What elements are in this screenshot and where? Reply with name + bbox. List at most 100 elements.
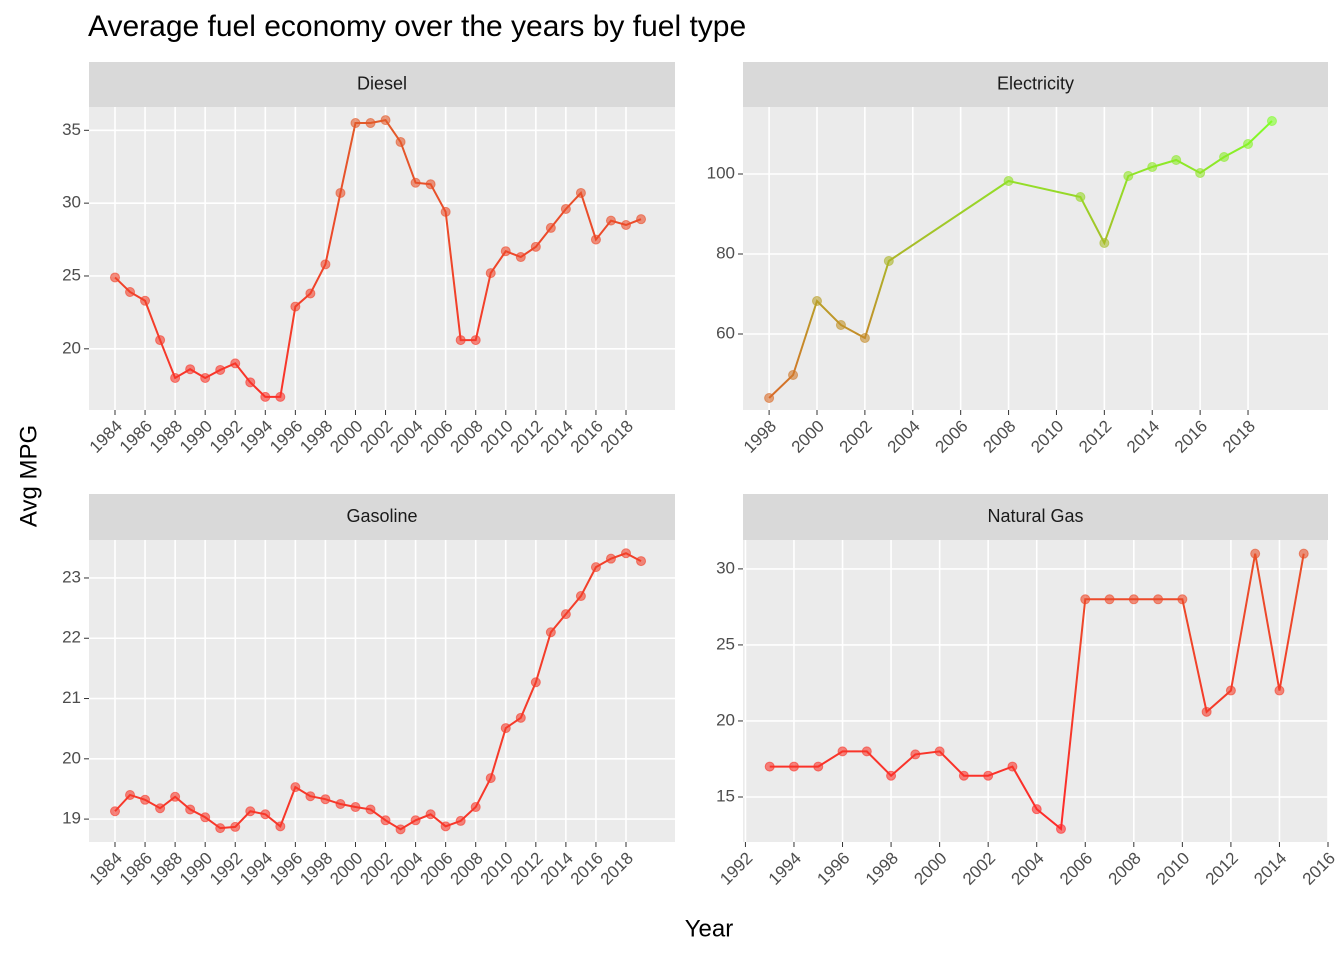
data-point: [215, 823, 226, 834]
y-tick-label: 22: [62, 628, 81, 647]
data-point: [1195, 168, 1206, 178]
data-point: [410, 815, 421, 826]
x-tick-label: 2014: [537, 417, 577, 457]
data-point: [200, 812, 211, 823]
data-point: [440, 206, 451, 217]
data-point: [545, 627, 556, 638]
chart-title: Average fuel economy over the years by f…: [88, 10, 746, 43]
data-point: [1099, 238, 1110, 248]
x-tick-label: 2008: [447, 417, 487, 457]
data-point: [1219, 152, 1230, 162]
data-point: [380, 115, 391, 126]
data-point: [560, 203, 571, 214]
data-point: [605, 553, 616, 564]
x-tick-label: 2014: [1123, 417, 1163, 457]
data-point: [410, 177, 421, 188]
x-tick-label: 2002: [356, 849, 396, 889]
data-point: [305, 791, 316, 802]
x-tick-label: 2018: [1219, 417, 1259, 457]
data-point: [621, 548, 632, 559]
x-tick-label: 2004: [386, 849, 426, 889]
x-tick-label: 2018: [597, 849, 637, 889]
data-point: [335, 187, 346, 198]
data-point: [530, 241, 541, 252]
y-tick-label: 20: [716, 710, 735, 729]
y-tick-label: 60: [716, 323, 735, 342]
data-point: [455, 815, 466, 826]
panel-title: Diesel: [357, 73, 407, 93]
data-point: [170, 791, 181, 802]
data-point: [215, 364, 226, 375]
x-tick-label: 1986: [116, 417, 156, 457]
data-point: [290, 301, 301, 312]
data-point: [320, 259, 331, 270]
data-point: [1031, 804, 1042, 815]
data-point: [485, 773, 496, 784]
data-point: [1104, 594, 1115, 605]
data-point: [470, 335, 481, 346]
x-tick-label: 1994: [236, 849, 276, 889]
x-tick-label: 2000: [326, 849, 366, 889]
data-point: [425, 809, 436, 820]
y-tick-label: 35: [62, 120, 81, 139]
x-tick-label: 2004: [884, 417, 924, 457]
data-point: [813, 761, 824, 772]
data-point: [811, 296, 822, 306]
y-tick-label: 80: [716, 243, 735, 262]
data-point: [515, 712, 526, 723]
data-point: [275, 821, 286, 832]
y-tick-label: 19: [62, 809, 81, 828]
data-point: [140, 794, 151, 805]
data-point: [835, 320, 846, 330]
y-tick-label: 25: [716, 634, 735, 653]
data-point: [1274, 685, 1285, 696]
x-tick-label: 2010: [477, 849, 517, 889]
x-tick-label: 2016: [1299, 849, 1339, 889]
x-tick-label: 2006: [931, 417, 971, 457]
data-point: [230, 358, 241, 369]
x-tick-label: 1998: [296, 849, 336, 889]
data-point: [837, 746, 848, 757]
data-point: [515, 252, 526, 263]
panel-title: Gasoline: [346, 506, 417, 526]
data-point: [500, 246, 511, 257]
panel-background: [89, 540, 675, 842]
x-tick-label: 1986: [116, 849, 156, 889]
data-point: [958, 770, 969, 781]
x-tick-label: 1998: [740, 417, 780, 457]
data-point: [590, 234, 601, 245]
strip: [743, 62, 1328, 107]
x-tick-label: 2010: [1153, 849, 1193, 889]
x-tick-label: 1988: [146, 417, 186, 457]
x-tick-label: 2016: [567, 417, 607, 457]
data-point: [155, 803, 166, 814]
x-tick-label: 2014: [537, 849, 577, 889]
x-tick-label: 2006: [416, 849, 456, 889]
data-point: [636, 556, 647, 567]
data-point: [245, 806, 256, 817]
x-tick-label: 2000: [326, 417, 366, 457]
data-point: [1147, 162, 1158, 172]
data-point: [1298, 548, 1309, 559]
data-point: [1153, 594, 1164, 605]
data-point: [1225, 685, 1236, 696]
data-point: [365, 118, 376, 129]
data-point: [395, 136, 406, 147]
strip: [89, 62, 675, 107]
x-tick-label: 1990: [176, 849, 216, 889]
x-tick-label: 2000: [910, 849, 950, 889]
x-tick-label: 1998: [862, 849, 902, 889]
data-point: [125, 287, 136, 298]
data-point: [320, 794, 331, 805]
x-tick-label: 1992: [206, 849, 246, 889]
strip: [743, 494, 1328, 540]
data-point: [1003, 176, 1014, 186]
y-tick-label: 15: [716, 786, 735, 805]
y-tick-label: 30: [716, 558, 735, 577]
y-tick-label: 100: [707, 163, 735, 182]
data-point: [788, 370, 799, 380]
x-tick-label: 2018: [597, 417, 637, 457]
data-point: [545, 222, 556, 233]
data-point: [1128, 594, 1139, 605]
